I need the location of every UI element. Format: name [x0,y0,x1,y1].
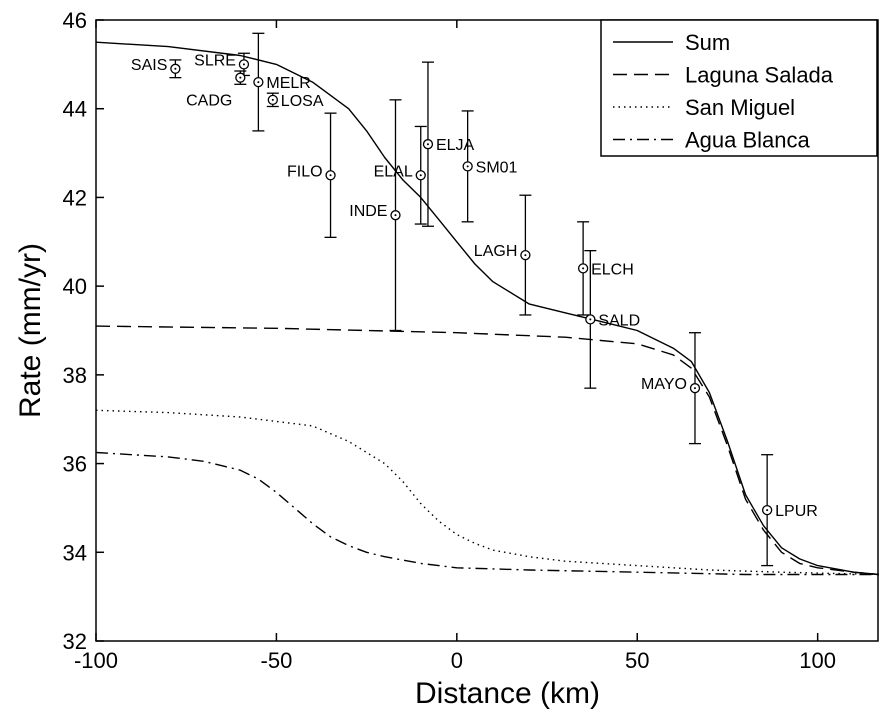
station-melr: MELR [252,32,311,132]
station-marker-dot [582,267,585,270]
station-marker-dot [271,98,274,101]
x-tick-label: -50 [261,648,293,673]
station-lagh: LAGH [474,194,532,316]
station-marker-dot [766,509,769,512]
station-label: MELR [266,75,310,92]
station-sm01: SM01 [461,110,518,223]
plot-frame [95,19,879,642]
station-elja: ELJA [421,61,475,227]
y-tick-label: 34 [63,540,87,565]
y-tick-label: 44 [63,97,87,122]
station-label: FILO [287,163,323,180]
legend-label: Laguna Salada [685,63,834,88]
station-label: SLRE [194,52,236,69]
station-sald: SALD [584,250,640,389]
series-line-agua-blanca [96,451,879,576]
station-label: ELAL [374,163,413,180]
station-label: INDE [349,203,387,220]
legend-label: Sum [685,30,730,55]
y-tick-label: 38 [63,363,87,388]
station-label: LAGH [474,243,518,260]
station-label: SM01 [476,159,518,176]
x-axis-label: Distance (km) [415,677,600,710]
station-sais: SAIS [131,57,182,79]
series-line-laguna-salada [96,325,879,576]
y-axis-label: Rate (mm/yr) [14,243,47,418]
station-label: CADG [186,93,232,110]
station-marker-dot [242,63,245,66]
legend: Sum Laguna Salada San Miguel Agua Blanca [600,19,878,157]
station-marker-dot [589,318,592,321]
station-marker-dot [329,174,332,177]
legend-label: San Miguel [685,95,795,120]
station-marker-dot [419,174,422,177]
station-marker-dot [239,76,242,79]
station-label: ELCH [591,261,634,278]
series-line-san-miguel [96,409,879,576]
station-label: LOSA [281,93,324,110]
station-marker-dot [524,254,527,257]
station-lpur: LPUR [761,454,818,567]
y-tick-label: 46 [63,8,87,33]
y-tick-label: 40 [63,274,87,299]
station-marker-dot [466,165,469,168]
x-tick-label: 0 [451,648,463,673]
station-label: SAIS [131,57,167,74]
y-tick-label: 42 [63,185,87,210]
station-losa: LOSA [266,92,324,110]
x-tick-label: -100 [74,648,118,673]
station-marker-dot [174,67,177,70]
legend-item: San Miguel [613,95,795,120]
legend-label: Agua Blanca [685,128,811,153]
series-line-sum [96,41,879,576]
station-inde: INDE [349,99,402,332]
station-filo: FILO [287,112,337,239]
x-tick-label: 100 [799,648,836,673]
legend-item: Sum [613,30,730,55]
station-label: MAYO [641,376,687,393]
legend-item: Agua Blanca [613,128,811,153]
y-tick-label: 32 [63,629,87,654]
station-label: LPUR [775,503,818,520]
x-tick-label: 50 [625,648,649,673]
station-marker-dot [394,214,397,217]
station-elal: ELAL [374,125,427,225]
station-cadg: CADG [186,70,247,110]
station-marker-dot [257,81,260,84]
station-elch: ELCH [577,221,634,316]
station-marker-dot [693,387,696,390]
station-label: ELJA [436,137,475,154]
station-marker-dot [426,143,429,146]
series-layer [96,41,879,576]
tick-layer: -100 -50 0 50 100 32 34 36 38 40 42 44 46 [63,8,837,673]
legend-item: Laguna Salada [613,63,834,88]
y-tick-label: 36 [63,452,87,477]
station-mayo: MAYO [641,332,701,445]
station-label: SALD [598,312,640,329]
